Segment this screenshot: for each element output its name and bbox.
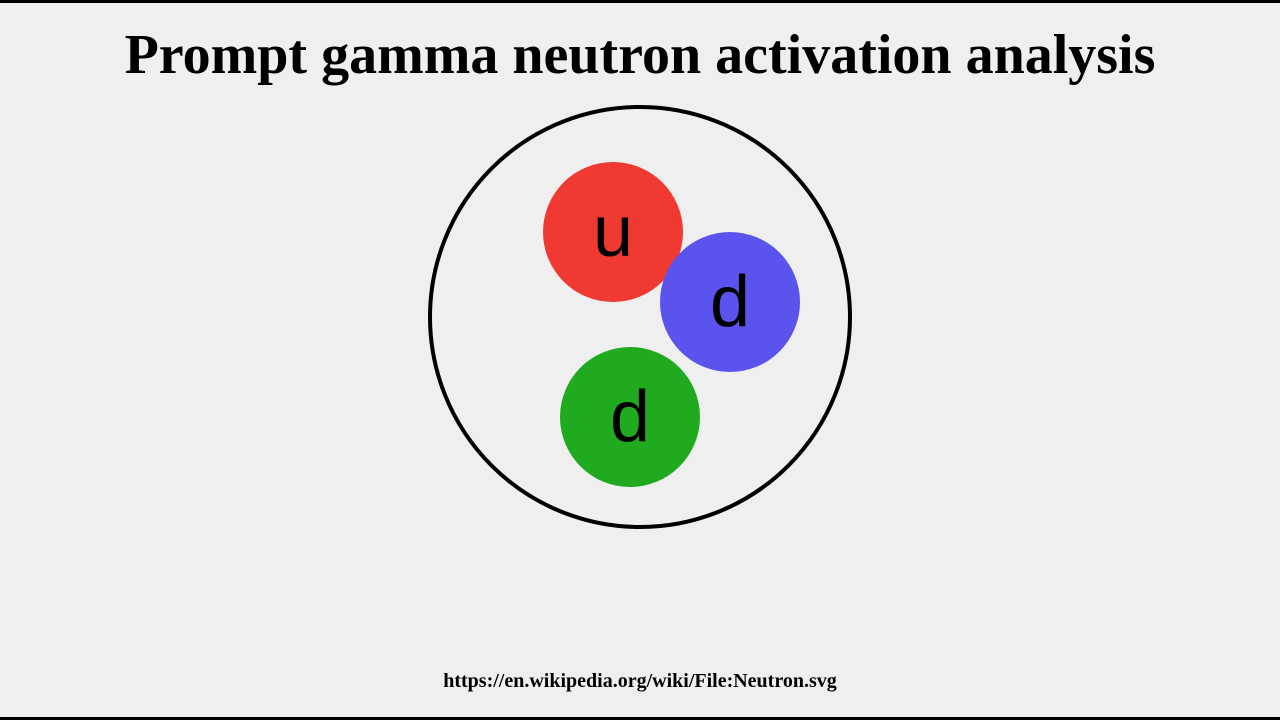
quark-label-u-0: u [593, 192, 633, 272]
neutron-diagram-svg: udd [420, 97, 860, 537]
quark-label-d-1: d [710, 262, 750, 342]
page-root: Prompt gamma neutron activation analysis… [0, 0, 1280, 720]
page-title: Prompt gamma neutron activation analysis [65, 23, 1216, 87]
quark-label-d-2: d [610, 377, 650, 457]
neutron-diagram: udd [420, 97, 860, 537]
source-url: https://en.wikipedia.org/wiki/File:Neutr… [0, 670, 1280, 693]
